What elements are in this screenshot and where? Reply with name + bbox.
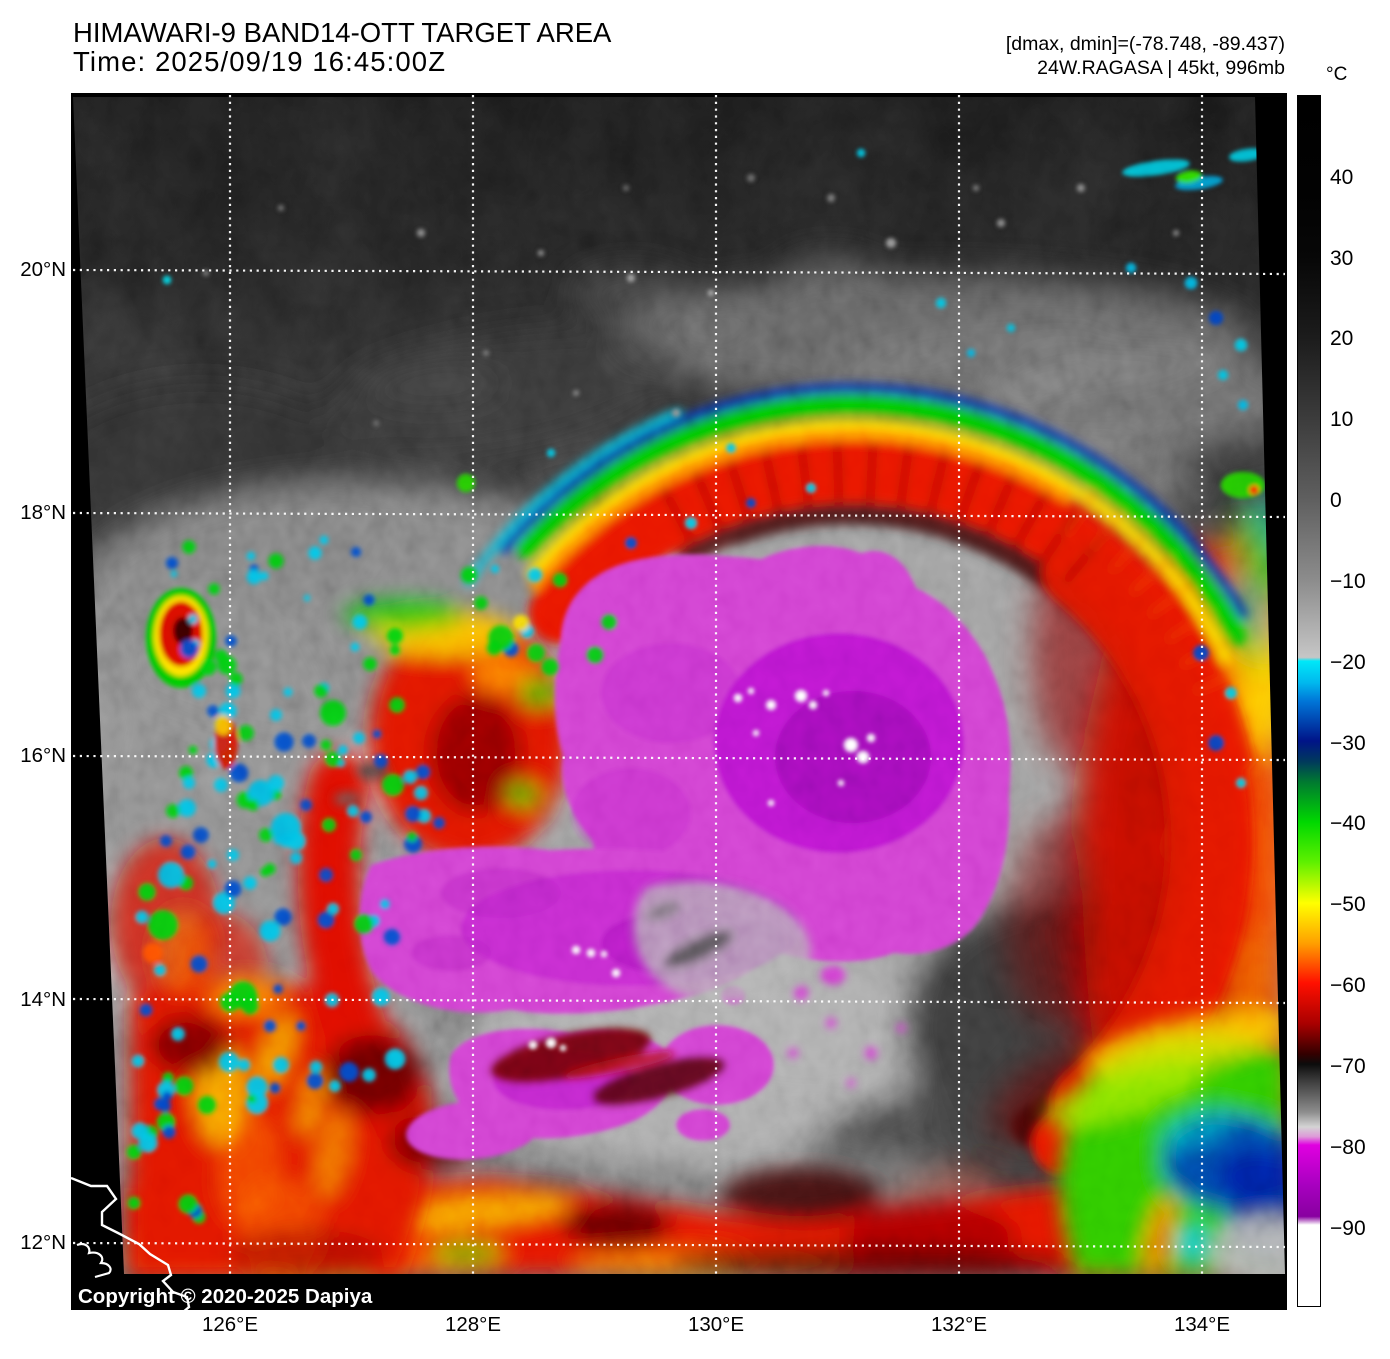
- svg-text:Copyright © 2020-2025 Dapiya: Copyright © 2020-2025 Dapiya: [78, 1285, 373, 1308]
